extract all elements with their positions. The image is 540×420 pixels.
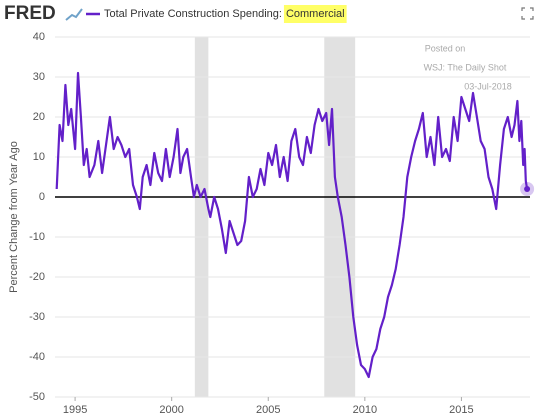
annotation: WSJ: The Daily Shot <box>424 62 507 72</box>
chart-title-highlight: Commercial <box>286 8 345 20</box>
x-tick-label: 2005 <box>256 404 280 416</box>
logo: FRED <box>4 3 56 24</box>
recession-band <box>324 37 356 397</box>
x-tick-label: 2010 <box>353 404 377 416</box>
y-tick-label: 30 <box>33 71 45 83</box>
y-tick-label: -20 <box>29 271 45 283</box>
y-axis-label: Percent Change from Year Ago <box>8 141 20 293</box>
y-tick-label: 40 <box>33 31 45 43</box>
data-line <box>55 71 529 379</box>
y-tick-label: -40 <box>29 351 45 363</box>
logo-icon <box>65 8 83 21</box>
y-tick-label: -50 <box>29 391 45 403</box>
recession-band <box>194 37 209 397</box>
annotation: Posted on <box>425 43 466 53</box>
x-tick-label: 2015 <box>449 404 473 416</box>
x-tick-label: 1995 <box>63 404 87 416</box>
x-tick-label: 2000 <box>159 404 183 416</box>
y-tick-label: 0 <box>39 191 45 203</box>
title-highlight-box <box>283 5 347 23</box>
y-tick-label: 10 <box>33 151 45 163</box>
annotation: 03-Jul-2018 <box>464 81 512 91</box>
last-point <box>524 186 531 192</box>
y-tick-label: 20 <box>33 111 45 123</box>
y-tick-label: -30 <box>29 311 45 323</box>
y-tick-label: -10 <box>29 231 45 243</box>
chart-title: Total Private Construction Spending: <box>104 8 282 20</box>
expand-icon[interactable] <box>521 7 534 20</box>
